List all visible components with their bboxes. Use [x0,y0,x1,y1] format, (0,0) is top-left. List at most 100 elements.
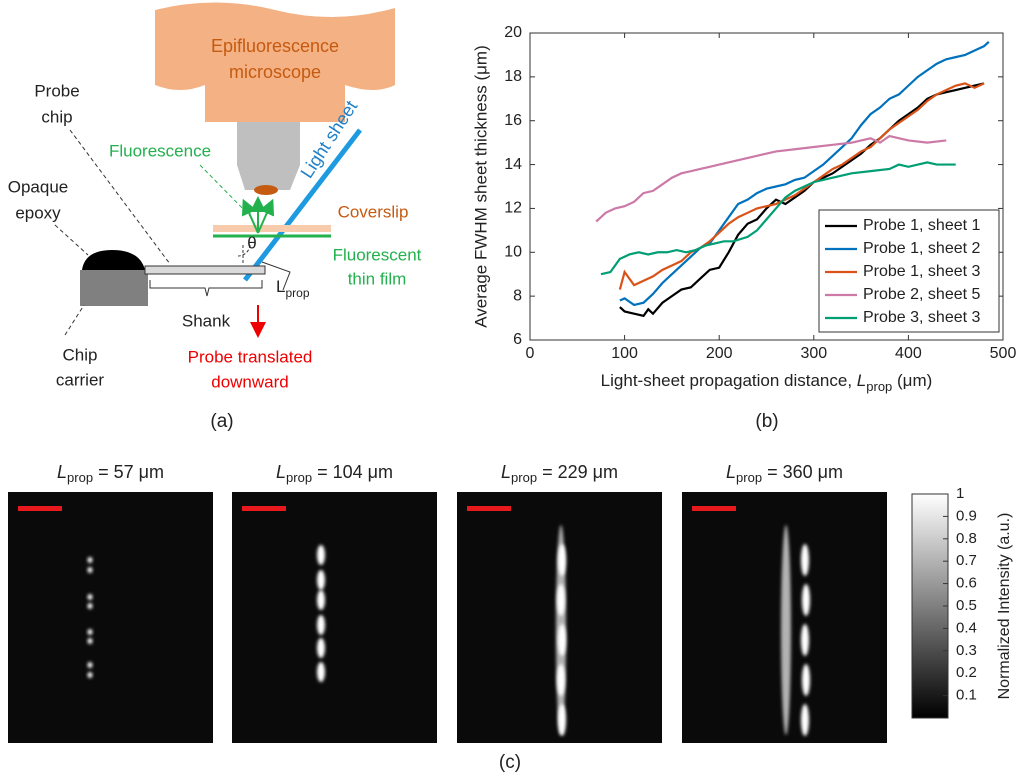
label: carrier [56,370,105,389]
label: Opaque [8,177,69,196]
colorbar-tick-label: 0.6 [956,575,977,592]
label: θ [247,233,256,252]
x-tick-label: 200 [706,345,733,362]
spot [317,638,325,658]
colorbar-tick-label: 0.9 [956,507,977,524]
spot [87,638,93,644]
image-title: prop [511,470,537,485]
light-sheet [243,128,362,282]
label: chip [41,107,72,126]
y-tick-label: 10 [504,244,522,261]
scale-bar [467,506,511,511]
x-tick-label: 0 [526,345,535,362]
image [8,492,213,743]
x-axis-label: (μm) [892,371,932,390]
colorbar-tick-label: 0.7 [956,552,977,569]
image-title: L [276,462,286,482]
colorbar-tick-label: 0.3 [956,642,977,659]
y-tick-label: 20 [504,24,522,41]
panel-label: (a) [210,411,233,432]
colorbar-tick-label: 0.5 [956,597,977,614]
scale-bar [242,506,286,511]
spot [87,629,93,635]
diagram: Epifluorescence microscope Light sheet F… [8,2,422,432]
images: Lprop = 57 μm Lprop = 104 μm Lprop = 229 μ… [8,462,1013,743]
data-line [619,82,985,318]
panel-label: (c) [499,752,521,773]
spot [557,584,565,616]
spot [801,704,809,736]
coverslip [213,225,331,232]
chart: 0 100 200 300 400 500 6 8 10 12 14 16 18 20 Light-shee… [471,24,1016,394]
label: Fluorescent [333,245,422,264]
colorbar-tick-label: 0.1 [956,687,977,704]
label: Coverslip [338,202,409,221]
spot [801,544,809,576]
label: prop [285,286,309,300]
colorbar-tick-label: 0.8 [956,530,977,547]
image-title: = 360 μm [762,462,843,482]
leader-line [199,164,253,219]
spot [558,624,566,656]
y-tick-label: 6 [513,331,522,348]
shank [144,265,266,275]
spot [317,615,325,635]
spot [801,624,809,656]
microscope-body [155,2,395,122]
spot [87,672,93,678]
spot [557,664,565,696]
legend-label: Probe 1, sheet 3 [863,263,981,280]
data-line [618,82,985,290]
data-line [600,161,956,276]
image-title: L [501,462,511,482]
y-axis-label: Average FWHM sheet thickness (μm) [471,45,490,328]
image-title: Lprop = 104 μm [276,462,393,486]
label: L [276,277,285,296]
image-title: = 229 μm [537,462,618,482]
panel-label: (b) [755,411,778,432]
x-axis-label: Light-sheet propagation distance, Lprop … [601,371,933,394]
spot [558,544,566,576]
image-title: = 104 μm [312,462,393,482]
spot [87,662,93,668]
x-axis-label: Light-sheet propagation distance, [601,371,857,390]
data-line [619,40,990,307]
x-axis-label: L [857,371,866,390]
leader-lines [54,129,171,336]
label: epoxy [15,203,61,222]
y-tick-label: 18 [504,68,522,85]
colorbar-tick-label: 0.4 [956,619,977,636]
label: Shank [182,311,231,330]
spot [87,603,93,609]
spot [317,590,325,610]
scale-bar [692,506,736,511]
label: Chip [63,345,98,364]
image-title: prop [286,470,312,485]
scale-bar [18,506,62,511]
image-title: prop [67,470,93,485]
spot [802,584,810,616]
x-tick-label: 400 [895,345,922,362]
legend-label: Probe 1, sheet 2 [863,240,981,257]
image-title: L [57,462,67,482]
x-tick-label: 300 [800,345,827,362]
angle-mark [237,244,251,265]
image-title: L [726,462,736,482]
spot [802,664,810,696]
image-title: prop [736,470,762,485]
objective [237,122,300,190]
label: thin film [348,269,407,288]
fluorescence-arrows [241,196,275,234]
lprop-brace [261,261,291,291]
legend-label: Probe 3, sheet 3 [863,309,981,326]
image-title: Lprop = 360 μm [726,462,843,486]
x-axis-label: prop [866,379,892,394]
x-tick-label: 100 [611,345,638,362]
spot [87,594,93,600]
label: downward [211,372,289,391]
image-title: Lprop = 57 μm [57,462,164,486]
x-tick-label: 500 [990,345,1017,362]
spot [317,545,325,565]
epoxy [82,250,145,270]
